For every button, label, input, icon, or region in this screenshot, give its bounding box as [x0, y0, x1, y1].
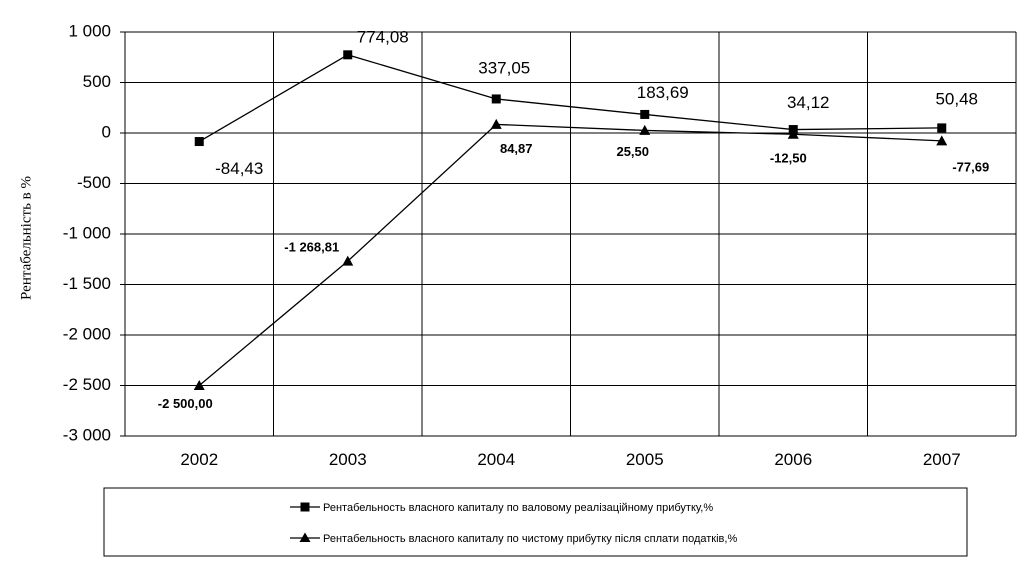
y-tick-label: -1 000	[63, 223, 111, 242]
x-tick-label: 2007	[923, 450, 961, 469]
grid	[124, 31, 1017, 437]
triangle-marker	[936, 135, 948, 146]
data-label-series-2: -12,50	[770, 151, 807, 166]
x-tick-label: 2006	[774, 450, 812, 469]
legend-box	[103, 487, 968, 557]
x-tick-label: 2003	[329, 450, 367, 469]
legend-item-series-1: Рентабельность власного капиталу по вало…	[290, 502, 713, 514]
legend: Рентабельность власного капиталу по вало…	[103, 487, 968, 557]
square-marker	[343, 50, 353, 60]
x-tick-label: 2005	[626, 450, 664, 469]
legend-item-series-2: Рентабельность власного капиталу по чист…	[290, 532, 737, 545]
data-label-series-1: -84,43	[215, 159, 263, 178]
data-label-series-1: 50,48	[935, 89, 978, 108]
data-label-series-1: 34,12	[787, 93, 830, 112]
y-tick-label: 500	[83, 72, 111, 91]
series	[193, 50, 948, 390]
data-label-series-1: 774,08	[357, 27, 409, 46]
triangle-marker	[787, 128, 799, 139]
y-tick-label: -1 500	[63, 274, 111, 293]
y-tick-label: -500	[77, 173, 111, 192]
square-marker	[194, 137, 204, 147]
series-line-1	[198, 54, 942, 143]
y-tick-label: -2 500	[63, 375, 111, 394]
square-marker	[640, 109, 650, 119]
data-labels: -84,43 774,08 337,05 183,69 34,12 50,48 -2 500…	[158, 27, 989, 411]
triangle-marker	[639, 124, 651, 135]
legend-label-series-2: Рентабельность власного капиталу по чист…	[323, 533, 737, 545]
legend-triangle-marker	[299, 532, 311, 542]
triangle-marker	[342, 255, 354, 266]
triangle-marker	[193, 380, 205, 390]
data-label-series-2: -1 268,81	[284, 240, 339, 255]
triangle-marker	[490, 118, 502, 129]
y-axis-label: Рентабельність в %	[18, 176, 34, 300]
data-label-series-1: 337,05	[478, 58, 530, 77]
data-label-series-2: -77,69	[952, 159, 989, 174]
series-line-2	[198, 123, 942, 386]
x-tick-label: 2002	[180, 450, 218, 469]
y-tick-label: 0	[102, 122, 111, 141]
data-label-series-2: 84,87	[500, 141, 533, 156]
data-label-series-2: 25,50	[616, 144, 649, 159]
data-label-series-1: 183,69	[637, 83, 689, 102]
axes: 1 000 500 0 -500 -1 000 -1 500 -2 000 -2 500 -3 …	[63, 21, 961, 469]
legend-label-series-1: Рентабельность власного капиталу по вало…	[323, 502, 713, 514]
data-label-series-2: -2 500,00	[158, 396, 213, 411]
square-marker	[937, 123, 947, 133]
legend-square-marker	[300, 502, 310, 512]
y-tick-label: -2 000	[63, 324, 111, 343]
x-tick-label: 2004	[477, 450, 515, 469]
y-tick-label: 1 000	[68, 21, 111, 40]
square-marker	[491, 94, 501, 104]
y-tick-label: -3 000	[63, 425, 111, 444]
